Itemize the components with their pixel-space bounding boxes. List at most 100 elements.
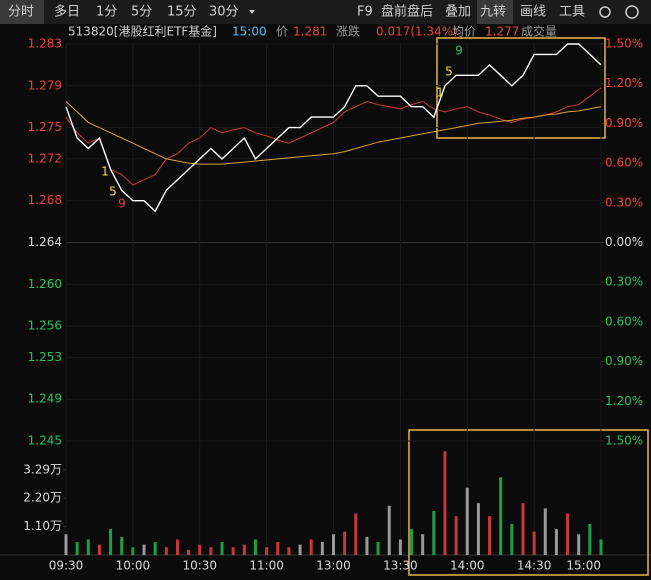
y-tick-label: 1.256: [28, 319, 62, 333]
y-tick-label: 1.275: [28, 120, 62, 134]
volume-bar: [153, 542, 157, 555]
y2-tick-label: 0.60%: [605, 156, 643, 170]
x-tick-label: 13:00: [316, 559, 351, 573]
info-label: 均价: [452, 25, 476, 39]
x-tick-label: 09:30: [49, 559, 84, 573]
volume-bar: [599, 539, 603, 555]
toolbar-button[interactable]: 九转: [480, 5, 506, 20]
volume-bar: [276, 542, 280, 555]
info-label: 涨跌: [336, 24, 360, 39]
toolbar-button[interactable]: F9: [357, 5, 373, 20]
info-value: 1.277: [485, 25, 519, 39]
volume-bar: [387, 505, 391, 555]
y-tick-label: 1.272: [28, 151, 62, 165]
volume-bar: [320, 542, 324, 555]
toolbar-tab[interactable]: 1分: [96, 5, 117, 20]
toolbar-tab[interactable]: 分时: [8, 5, 34, 20]
x-tick-label: 14:00: [450, 559, 485, 573]
volume-bar: [376, 542, 380, 555]
volume-tick-label: 2.20万: [23, 491, 62, 505]
volume-bar: [521, 503, 525, 555]
volume-bar: [97, 544, 101, 555]
toolbar-button[interactable]: 叠加: [445, 5, 471, 20]
volume-bar: [499, 477, 503, 555]
nine-turn-label: 1: [436, 86, 444, 100]
y2-tick-label: 0.30%: [605, 275, 643, 289]
nine-turn-label: 5: [445, 65, 453, 79]
volume-bar: [198, 544, 202, 555]
nine-turn-label: 9: [455, 44, 463, 58]
y2-tick-label: 0.00%: [605, 235, 643, 249]
info-code: 513820[港股红利ETF基金]: [68, 24, 217, 39]
volume-bar: [75, 542, 79, 555]
volume-bar: [298, 544, 302, 555]
volume-bar: [543, 508, 547, 555]
nine-turn-label: 5: [109, 185, 117, 199]
volume-bar: [488, 516, 492, 555]
volume-bar: [86, 539, 90, 555]
y2-tick-label: 0.90%: [605, 116, 643, 130]
volume-bar: [343, 531, 347, 555]
volume-bar: [410, 529, 414, 555]
nine-turn-label: 1: [101, 165, 109, 179]
volume-bar: [64, 534, 68, 555]
tab-highlight: [477, 0, 513, 24]
volume-bar: [175, 539, 179, 555]
volume-bar: [209, 547, 213, 555]
volume-bar: [109, 529, 113, 555]
y2-tick-label: 1.20%: [605, 76, 643, 90]
toolbar-tab[interactable]: 30分: [209, 5, 239, 20]
volume-bar: [131, 547, 135, 555]
volume-bar: [164, 547, 168, 555]
x-tick-label: 15:00: [566, 559, 601, 573]
dropdown-icon: [249, 10, 255, 14]
y-tick-label: 1.245: [28, 434, 62, 448]
info-value: 1.281: [293, 25, 327, 39]
volume-bar: [476, 503, 480, 555]
info-label: 价: [276, 25, 288, 39]
volume-tick-label: 3.29万: [23, 462, 62, 476]
volume-bar: [588, 523, 592, 555]
price-line: [65, 101, 602, 165]
y-tick-label: 1.279: [28, 78, 62, 92]
toolbar-button[interactable]: 工具: [559, 5, 585, 20]
volume-bar: [231, 547, 235, 555]
y2-tick-label: 1.50%: [605, 434, 643, 448]
volume-bar: [554, 529, 558, 555]
y2-tick-label: 0.30%: [605, 195, 643, 209]
x-tick-label: 14:30: [517, 559, 552, 573]
toolbar-button[interactable]: 盘前盘后: [381, 4, 433, 20]
volume-bar: [532, 531, 536, 555]
volume-bar: [454, 516, 458, 555]
toolbar-tab[interactable]: 5分: [131, 5, 152, 20]
y-tick-label: 1.260: [28, 277, 62, 291]
x-tick-label: 11:00: [249, 559, 284, 573]
volume-bar: [577, 534, 581, 555]
close-icon[interactable]: [625, 5, 639, 19]
y2-tick-label: 1.50%: [605, 37, 643, 51]
volume-bar: [510, 523, 514, 555]
volume-tick-label: 1.10万: [23, 519, 62, 533]
volume-bar: [287, 547, 291, 555]
info-value: 0.017(1.34%): [376, 25, 458, 39]
toolbar-tab[interactable]: 多日: [54, 4, 80, 20]
settings-icon[interactable]: [599, 6, 611, 18]
toolbar-button[interactable]: 画线: [520, 5, 546, 20]
volume-bar: [421, 534, 425, 555]
x-tick-label: 10:30: [182, 559, 217, 573]
info-label: 成交量: [521, 24, 557, 39]
volume-bar: [354, 513, 358, 555]
toolbar-tab[interactable]: 15分: [167, 5, 197, 20]
volume-bar: [365, 536, 369, 555]
highlight-box: [408, 429, 649, 576]
volume-bar: [465, 487, 469, 555]
volume-bar: [187, 549, 191, 555]
volume-bar: [398, 539, 402, 555]
volume-bar: [220, 542, 224, 555]
y-tick-label: 1.253: [28, 350, 62, 364]
volume-bar: [142, 544, 146, 555]
volume-bar: [253, 539, 257, 555]
price-line: [65, 87, 602, 186]
volume-bar: [432, 510, 436, 555]
